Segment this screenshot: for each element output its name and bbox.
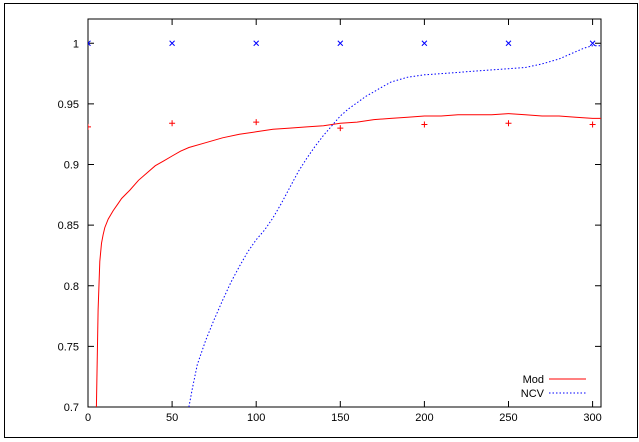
y-tick-label: 0.7	[64, 402, 79, 414]
series-line-ncv	[188, 45, 601, 407]
y-tick-label: 1	[73, 38, 79, 50]
x-tick-label: 50	[166, 412, 178, 424]
data-point-plus	[589, 121, 596, 128]
y-tick-label: 0.75	[58, 341, 79, 353]
data-point-plus	[169, 120, 176, 127]
x-tick-label: 0	[85, 412, 91, 424]
series-line-mod	[95, 113, 601, 407]
series-group	[88, 40, 601, 407]
outer-frame	[4, 3, 638, 438]
data-point-cross	[421, 40, 428, 47]
x-tick-label: 100	[247, 412, 265, 424]
data-point-cross	[505, 40, 512, 47]
data-point-plus	[253, 119, 260, 126]
data-point-cross	[169, 40, 175, 47]
data-point-plus	[337, 125, 344, 132]
data-point-plus	[505, 120, 512, 127]
x-tick-label: 150	[331, 412, 349, 424]
x-tick-label: 250	[499, 412, 517, 424]
plot-area-border	[87, 18, 602, 408]
y-tick-label: 0.9	[64, 160, 79, 172]
y-tick-label: 0.85	[58, 220, 79, 232]
data-point-plus	[421, 121, 428, 128]
data-point-cross	[88, 40, 91, 47]
y-tick-label: 0.8	[64, 281, 79, 293]
data-point-cross	[589, 40, 596, 47]
legend-label: Mod	[523, 374, 544, 386]
data-point-cross	[337, 40, 344, 47]
data-point-cross	[253, 40, 260, 47]
y-tick-label: 0.95	[58, 99, 79, 111]
legend-label: NCV	[521, 388, 545, 400]
data-point-plus	[88, 123, 91, 130]
x-tick-label: 200	[415, 412, 433, 424]
x-tick-label: 300	[583, 412, 601, 424]
